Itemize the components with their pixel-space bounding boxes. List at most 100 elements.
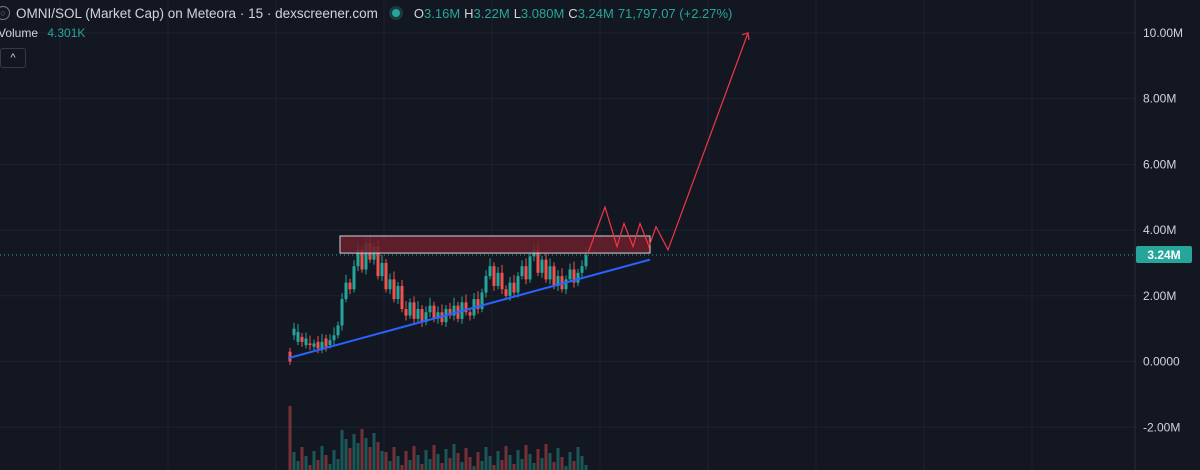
volume-bar [448,458,452,470]
candle-body [420,308,424,323]
candle-body [388,279,392,290]
price-change: 71,797.07 (+2.27%) [617,5,733,21]
candle-body [292,328,296,336]
volume-bar [436,454,440,470]
candle-body [344,282,348,300]
candle-body [516,276,520,293]
volume-bar [344,439,348,470]
volume-bar [332,450,336,470]
candle-body [536,249,540,273]
candle-body [556,276,560,286]
volume-bar [352,434,356,470]
candle-body [524,266,528,280]
volume-bar [476,452,480,470]
volume-bar [568,452,572,470]
candle-body [540,259,544,273]
volume-bar [376,442,380,470]
volume-bar [356,443,360,470]
resistance-zone [339,235,651,254]
volume-bar [384,452,388,470]
volume-bar [300,447,304,470]
candle-body [508,282,512,296]
volume-bar [452,444,456,470]
volume-bar [556,448,560,470]
candle-body [404,308,408,316]
volume-bar [472,466,476,470]
candle-body [356,249,360,267]
candle-body [584,255,588,267]
volume-bar [444,449,448,470]
volume-bar [336,459,340,470]
volume-bar [328,464,332,470]
volume-bar [408,460,412,470]
candle-body [316,341,320,349]
candle-body [468,312,472,316]
volume-value: 4.301K [47,26,86,40]
candle-body [384,262,388,290]
volume-bar [456,453,460,470]
candle-body [568,269,572,280]
candle-body [428,305,432,313]
volume-bar [512,464,516,470]
candle-body [580,266,584,273]
volume-bar [296,461,300,470]
candle-body [320,341,324,351]
volume-bar [548,453,552,470]
candle-body [432,305,436,319]
candle-body [576,272,580,283]
volume-label: Volume [0,26,39,40]
y-tick-label: 6.00M [1143,157,1176,171]
candle-body [528,256,532,280]
volume-bar [576,447,580,470]
volume-bar [316,460,320,470]
volume-bar [388,461,392,470]
volume-bar [464,448,468,470]
candle-body [332,335,336,341]
volume-bar [468,457,472,470]
collapse-legend-button[interactable]: ^ [0,48,26,68]
volume-bar [520,459,524,470]
volume-bar [392,447,396,470]
volume-bar [400,465,404,470]
volume-bar [340,430,344,470]
volume-bar [348,448,352,470]
ohlc-close: C3.24M [568,5,614,21]
candle-body [464,302,468,313]
volume-bar [492,465,496,470]
projection-arrowhead [741,32,750,40]
candle-body [496,272,500,286]
candle-body [360,249,364,270]
volume-bar [536,449,540,470]
candle-body [304,338,308,346]
candle-body [308,343,312,346]
volume-bar [420,464,424,470]
candle-body [380,262,384,277]
last-price-badge: 3.24M [1136,246,1192,263]
volume-legend: Volume 4.301K [0,26,85,40]
volume-bar [368,447,372,470]
candle-body [416,308,420,319]
y-tick-label: 8.00M [1143,92,1176,106]
volume-bar [380,451,384,470]
candle-body [412,302,416,319]
volume-bar [580,456,584,470]
volume-bar [416,455,420,470]
candle-body [552,266,556,286]
volume-bar [484,447,488,470]
volume-bar [584,465,588,470]
y-tick-label: 4.00M [1143,223,1176,237]
volume-bar [460,462,464,470]
projection-path [587,32,749,254]
volume-bar [424,450,428,470]
candle-body [492,266,496,286]
ohlc-open: O3.16M [413,5,461,21]
y-tick-label: 0.0000 [1143,355,1180,369]
volume-bar [432,445,436,470]
candle-body [396,285,400,300]
volume-bar [404,451,408,470]
candle-body [340,299,344,326]
candle-body [500,272,504,290]
volume-bar [508,455,512,470]
candle-body [364,243,368,270]
ohlc-high: H3.22M [464,5,510,21]
